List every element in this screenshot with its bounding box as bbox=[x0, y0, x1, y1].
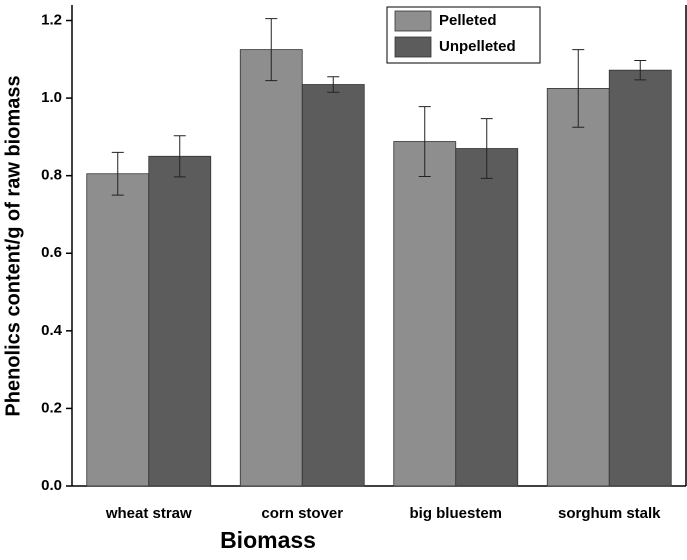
y-tick-label: 0.2 bbox=[41, 399, 62, 416]
error-bar bbox=[265, 18, 278, 82]
error-bar bbox=[418, 106, 431, 177]
bar bbox=[301, 84, 365, 487]
legend-label: Pelleted bbox=[439, 12, 497, 29]
error-bar bbox=[480, 118, 493, 179]
x-tick-label: wheat straw bbox=[105, 505, 192, 522]
y-tick-label: 0.0 bbox=[41, 477, 62, 494]
bar bbox=[239, 49, 303, 487]
legend-swatch bbox=[394, 36, 432, 58]
y-tick-label: 0.4 bbox=[41, 322, 63, 339]
bar bbox=[148, 155, 212, 487]
error-bar bbox=[111, 151, 124, 196]
y-tick-label: 0.8 bbox=[41, 167, 62, 184]
legend-swatch bbox=[394, 10, 432, 32]
error-bar bbox=[327, 76, 340, 93]
y-axis-label: Phenolics content/g of raw biomass bbox=[2, 75, 24, 416]
x-tick-label: big bluestem bbox=[409, 505, 502, 522]
error-bar bbox=[634, 59, 647, 81]
error-bar bbox=[572, 49, 585, 128]
x-axis-label: Biomass bbox=[220, 527, 316, 553]
bar bbox=[455, 148, 519, 487]
bar bbox=[546, 87, 610, 487]
error-bar bbox=[173, 135, 186, 178]
y-tick-label: 0.6 bbox=[41, 244, 62, 261]
x-tick-label: corn stover bbox=[261, 505, 343, 522]
x-tick-label: sorghum stalk bbox=[558, 505, 661, 522]
bar bbox=[608, 69, 672, 487]
legend-label: Unpelleted bbox=[439, 38, 516, 55]
y-tick-label: 1.2 bbox=[41, 11, 62, 28]
y-tick-label: 1.0 bbox=[41, 89, 62, 106]
bar bbox=[393, 141, 457, 487]
bar bbox=[86, 173, 150, 487]
